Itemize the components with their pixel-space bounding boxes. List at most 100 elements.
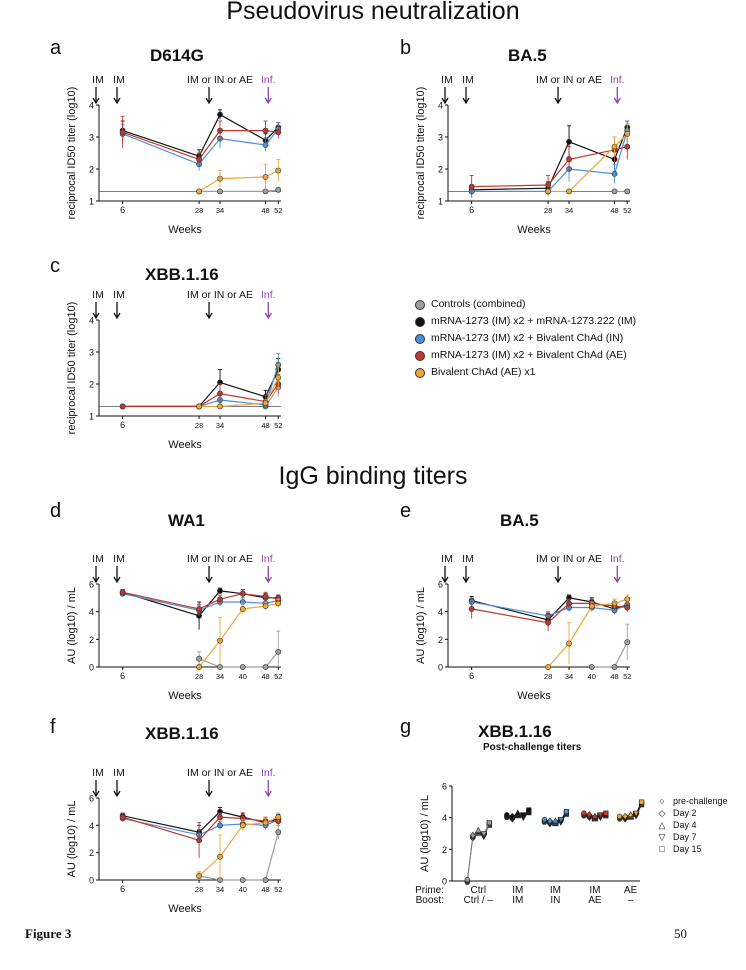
- x-tick-label: 48: [261, 885, 269, 894]
- series-line: [199, 189, 279, 192]
- arrow-head: [92, 576, 100, 584]
- legend-item-day-7: ▽ Day 7: [657, 831, 728, 843]
- x-tick-label: 6: [469, 671, 474, 681]
- data-point: [262, 819, 269, 826]
- x-tick-label: 34: [216, 206, 224, 215]
- y-tick-label: 2: [438, 165, 443, 175]
- boost-annotation: IM or IN or AE: [187, 289, 253, 301]
- panel-title-c: XBB.1.16: [145, 265, 219, 284]
- series-bivalent_ae: [119, 115, 282, 166]
- down-arrow-icon: [92, 302, 100, 320]
- data-point: [639, 799, 645, 805]
- data-point: [239, 822, 246, 829]
- down-arrow-icon: [113, 566, 121, 584]
- data-point: [119, 589, 126, 596]
- x-tick-label: 52: [623, 672, 631, 681]
- data-point: [196, 873, 202, 879]
- data-point: [545, 182, 551, 188]
- data-point: [196, 156, 202, 163]
- legend-swatch: [415, 350, 425, 361]
- x-tick-label: 52: [623, 206, 631, 215]
- series-controls: [588, 623, 631, 670]
- data-point: [557, 817, 565, 824]
- y-tick-label: 4: [438, 101, 443, 111]
- x-tick-label: 52: [274, 885, 282, 894]
- y-axis-label: AU (log10) / mL: [66, 587, 78, 664]
- x-tick-label: 34: [216, 421, 224, 430]
- series-line: [471, 127, 628, 191]
- data-point: [566, 156, 572, 163]
- x-tick-label: 28: [195, 885, 203, 894]
- data-point: [611, 600, 618, 607]
- x-tick-label: 52: [274, 206, 282, 215]
- x-tick-label: 28: [195, 421, 203, 430]
- down-arrow-icon: [205, 302, 213, 320]
- data-point: [624, 188, 631, 195]
- series-line: [122, 383, 279, 407]
- data-point: [217, 822, 223, 829]
- series-bivalent_in: [119, 590, 282, 616]
- data-point: [566, 600, 572, 607]
- figure-caption: Figure 3: [25, 926, 72, 941]
- data-point: [239, 877, 246, 883]
- data-point: [588, 603, 595, 610]
- data-point: [262, 664, 269, 670]
- series-bivalent_ae_x1: [196, 812, 282, 880]
- x-tick-label: 28: [195, 672, 203, 681]
- series-controls: [196, 630, 282, 670]
- triangle-down-marker-icon: ▽: [658, 832, 666, 842]
- data-point: [275, 814, 282, 821]
- panel-letter-b: b: [400, 37, 412, 59]
- im-annotation: IM: [113, 289, 125, 301]
- data-point: [196, 403, 202, 410]
- series-bivalent_in: [119, 815, 282, 841]
- data-point: [119, 814, 126, 821]
- x-tick-label: 28: [544, 206, 552, 215]
- series-bivalent_in: [119, 122, 282, 171]
- im-annotation: IM: [462, 553, 474, 565]
- data-point: [468, 606, 475, 612]
- im-annotation: IM: [92, 553, 104, 565]
- data-point: [217, 853, 223, 860]
- panel-title-d: WA1: [168, 511, 205, 530]
- data-point: [262, 127, 269, 134]
- y-tick-label: 4: [438, 607, 443, 617]
- circle-marker-icon: ○: [659, 796, 665, 806]
- data-point: [464, 877, 470, 883]
- y-tick-label: 2: [438, 635, 443, 645]
- legend-label: Day 15: [673, 844, 702, 854]
- prime-label: IM: [550, 885, 561, 896]
- im-annotation: IM: [441, 553, 453, 565]
- y-tick-label: 4: [442, 813, 447, 823]
- chart-d: 0 2 4 6 6 28 34 40 48 52 Weeks AU (log10) / mL IM IM I…: [66, 553, 282, 702]
- data-point: [611, 170, 618, 177]
- x-tick-label: 6: [120, 884, 125, 894]
- im-annotation: IM: [113, 767, 125, 779]
- down-arrow-icon: [441, 566, 449, 584]
- panel-letter-c: c: [50, 255, 60, 277]
- timepoint-legend: ○ pre-challenge ◇ Day 2 △ Day 4 ▽ Day 7 □ Day…: [657, 795, 728, 855]
- x-tick-label: 28: [195, 206, 203, 215]
- y-tick-label: 4: [89, 316, 94, 326]
- boost-label: Ctrl / –: [464, 895, 494, 906]
- data-point: [196, 606, 202, 612]
- panel-title-f: XBB.1.16: [145, 724, 219, 743]
- boost-label: IM: [512, 895, 523, 906]
- panel-letter-g: g: [400, 716, 412, 738]
- series-bivalent_ae_x1: [196, 598, 282, 670]
- x-tick-label: 6: [120, 671, 125, 681]
- panel-letter-e: e: [400, 500, 412, 522]
- y-tick-label: 2: [442, 845, 447, 855]
- series-bivalent_ae_x1: [196, 364, 282, 410]
- arrow-head: [205, 97, 213, 105]
- legend-label: Day 4: [673, 820, 697, 830]
- series-bivalent_ae_x1: [196, 158, 282, 195]
- x-tick-label: 52: [274, 421, 282, 430]
- x-tick-label: 48: [261, 206, 269, 215]
- arrow-head: [462, 97, 470, 105]
- boost-annotation: IM or IN or AE: [536, 74, 602, 86]
- down-arrow-icon: [113, 780, 121, 798]
- im-annotation: IM: [92, 74, 104, 86]
- series-line: [548, 133, 628, 192]
